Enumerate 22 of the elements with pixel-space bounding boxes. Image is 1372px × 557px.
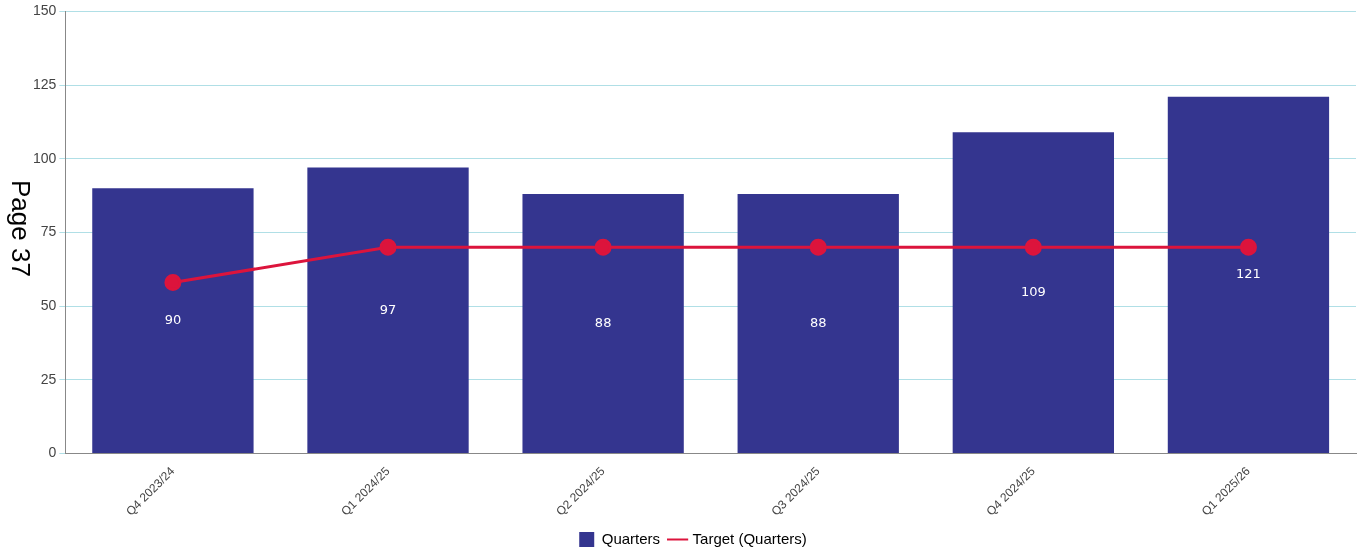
data-label: 121 — [1236, 266, 1261, 282]
data-label: 97 — [379, 301, 397, 317]
y-tick-label: 100 — [33, 149, 57, 166]
data-label: 88 — [594, 314, 612, 330]
legend-label: Quarters — [601, 529, 661, 547]
data-label: 88 — [809, 314, 827, 330]
y-tick-label: 25 — [40, 370, 57, 387]
bar — [307, 167, 469, 453]
bar — [522, 194, 684, 453]
bar — [1167, 96, 1330, 453]
y-tick-label: 50 — [40, 296, 57, 313]
y-tick-label: 125 — [33, 75, 57, 92]
data-label: 109 — [1020, 283, 1046, 299]
y-tick-label: 150 — [33, 2, 57, 19]
text: Page 37 — [5, 180, 36, 277]
data-label: 90 — [164, 311, 182, 327]
bar — [92, 188, 254, 453]
y-tick-label: 0 — [48, 444, 57, 461]
bar — [952, 132, 1115, 453]
bar — [737, 194, 899, 453]
legend-label: Target (Quarters) — [692, 529, 807, 547]
y-tick-label: 75 — [40, 223, 57, 240]
